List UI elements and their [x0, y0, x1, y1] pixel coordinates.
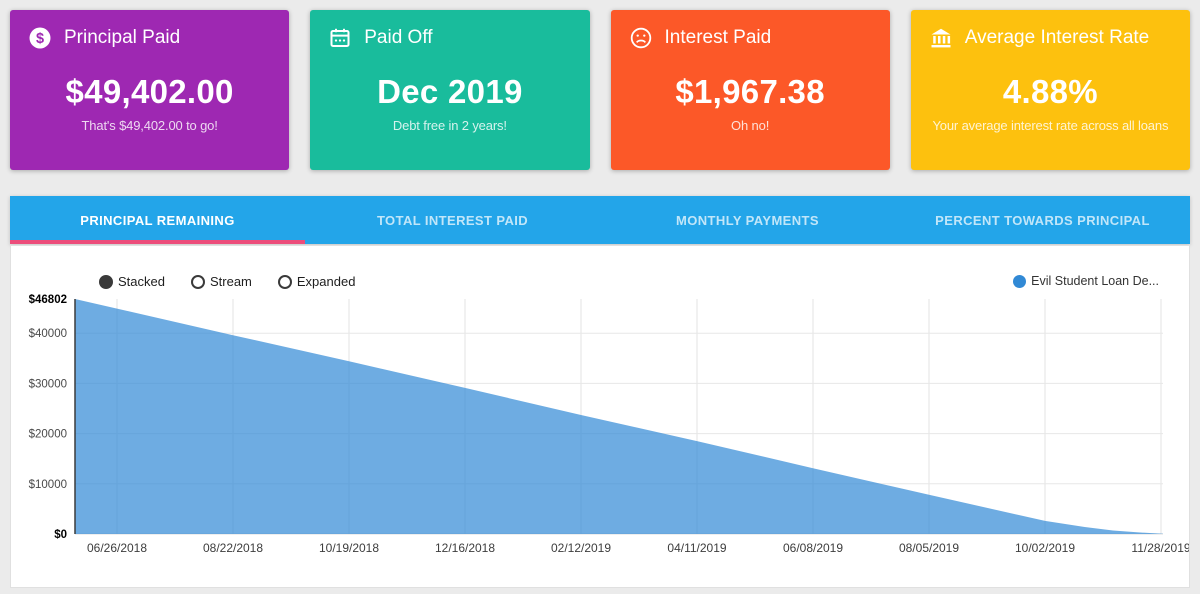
radio-empty-icon [277, 274, 292, 289]
summary-cards: $ Principal Paid $49,402.00 That's $49,4… [10, 10, 1190, 170]
tab-total-interest-paid[interactable]: TOTAL INTEREST PAID [305, 196, 600, 244]
card-header: Paid Off [318, 26, 581, 50]
radio-stream[interactable]: Stream [190, 274, 252, 289]
tab-principal-remaining[interactable]: PRINCIPAL REMAINING [10, 196, 305, 244]
y-tick-label: $10000 [29, 479, 67, 491]
chart-tabs: PRINCIPAL REMAINING TOTAL INTEREST PAID … [10, 196, 1190, 244]
x-tick-label: 06/26/2018 [87, 541, 147, 555]
chart-mode-controls: Stacked Stream Expanded [99, 274, 355, 289]
card-average-interest-rate: Average Interest Rate 4.88% Your average… [910, 10, 1190, 170]
card-subtitle: That's $49,402.00 to go! [81, 118, 218, 133]
x-tick-label: 06/08/2019 [783, 541, 843, 555]
legend-dot-icon [1013, 274, 1027, 288]
card-value: $49,402.00 [65, 73, 234, 110]
dollar-circle-icon: $ [28, 26, 52, 50]
x-tick-label: 08/05/2019 [899, 541, 959, 555]
x-tick-label: 04/11/2019 [667, 541, 726, 555]
active-tab-underline [10, 240, 305, 244]
radio-expanded[interactable]: Expanded [277, 274, 356, 289]
x-tick-label: 10/19/2018 [319, 541, 379, 555]
card-subtitle: Debt free in 2 years! [392, 118, 507, 133]
card-interest-paid: Interest Paid $1,967.38 Oh no! [610, 10, 890, 170]
calendar-icon [328, 26, 352, 50]
x-tick-label: 12/16/2018 [435, 541, 495, 555]
x-tick-label: 08/22/2018 [203, 541, 263, 555]
card-title: Interest Paid [664, 27, 772, 48]
chart-panel: Stacked Stream Expanded Evil Student Loa… [10, 245, 1190, 588]
x-tick-label: 02/12/2019 [551, 541, 611, 555]
tab-label: MONTHLY PAYMENTS [676, 212, 819, 228]
card-header: Interest Paid [619, 26, 882, 50]
card-header: Average Interest Rate [919, 26, 1182, 50]
bank-icon [929, 26, 953, 50]
x-tick-label: 10/02/2019 [1015, 541, 1075, 555]
card-title: Paid Off [364, 27, 433, 48]
card-subtitle: Your average interest rate across all lo… [932, 118, 1169, 133]
card-title: Average Interest Rate [964, 27, 1150, 48]
radio-label: Stacked [118, 274, 165, 289]
tab-label: PERCENT TOWARDS PRINCIPAL [935, 212, 1150, 228]
chart-legend[interactable]: Evil Student Loan De... [1013, 274, 1159, 288]
tab-percent-towards-principal[interactable]: PERCENT TOWARDS PRINCIPAL [895, 196, 1190, 244]
radio-stacked[interactable]: Stacked [99, 274, 165, 289]
y-tick-label: $40000 [29, 328, 67, 340]
card-title: Principal Paid [64, 27, 181, 48]
card-subtitle: Oh no! [731, 118, 770, 133]
card-value: 4.88% [1002, 73, 1098, 110]
card-principal-paid: $ Principal Paid $49,402.00 That's $49,4… [10, 10, 290, 170]
tab-label: PRINCIPAL REMAINING [80, 212, 235, 228]
area-series[interactable] [75, 299, 1163, 534]
tab-monthly-payments[interactable]: MONTHLY PAYMENTS [600, 196, 895, 244]
y-tick-label: $0 [54, 529, 67, 541]
y-tick-label: $46802 [29, 294, 67, 306]
legend-label: Evil Student Loan De... [1031, 274, 1159, 288]
card-header: $ Principal Paid [18, 26, 281, 50]
card-paid-off: Paid Off Dec 2019 Debt free in 2 years! [310, 10, 590, 170]
radio-label: Expanded [296, 274, 356, 289]
area-chart[interactable]: $0 $10000 $20000 $30000 $40000 $46802 06/26/20… [11, 290, 1189, 586]
radio-label: Stream [209, 274, 252, 289]
card-value: $1,967.38 [675, 73, 825, 110]
tab-label: TOTAL INTEREST PAID [376, 212, 529, 228]
y-tick-label: $20000 [29, 429, 67, 441]
x-tick-label: 11/28/2019 [1131, 541, 1189, 555]
card-value: Dec 2019 [377, 73, 523, 110]
svg-text:$: $ [36, 31, 44, 47]
sad-face-icon [629, 26, 653, 50]
radio-filled-icon [99, 274, 113, 289]
radio-empty-icon [190, 274, 205, 289]
y-tick-label: $30000 [29, 378, 67, 390]
